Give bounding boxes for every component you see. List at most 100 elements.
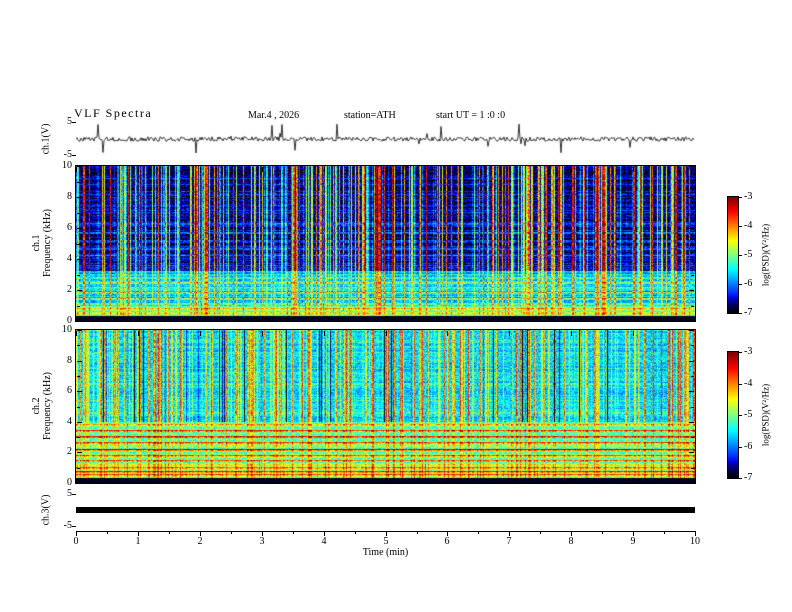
tick-mark xyxy=(509,331,510,336)
tick-mark xyxy=(478,531,479,534)
tick-mark xyxy=(739,415,742,416)
colorbar-tick-label: -7 xyxy=(744,307,753,318)
freq-tick-label: 8 xyxy=(67,191,72,202)
colorbar-tick-label: -4 xyxy=(744,378,753,389)
figure-station: station=ATH xyxy=(344,110,396,121)
tick-mark xyxy=(77,290,82,291)
tick-mark xyxy=(138,316,139,321)
tick-mark xyxy=(138,478,139,483)
tick-mark xyxy=(691,213,694,214)
tick-mark xyxy=(72,122,76,123)
ch1-frequency-label: Frequency (kHz) xyxy=(42,208,53,278)
tick-mark xyxy=(689,290,694,291)
tick-mark xyxy=(76,531,695,532)
tick-mark xyxy=(571,478,572,483)
tick-mark xyxy=(689,422,694,423)
tick-mark xyxy=(169,531,170,534)
tick-mark xyxy=(72,155,76,156)
tick-mark xyxy=(138,331,139,336)
tick-mark xyxy=(689,197,694,198)
tick-mark xyxy=(509,167,510,172)
ch1-wave-y-tick-label: 5 xyxy=(67,116,72,127)
figure-start-ut: start UT = 1 :0 :0 xyxy=(436,110,506,121)
tick-mark xyxy=(633,531,634,536)
x-tick-label: 1 xyxy=(135,536,141,547)
tick-mark xyxy=(417,531,418,534)
tick-mark xyxy=(739,478,742,479)
tick-mark xyxy=(695,316,696,321)
tick-mark xyxy=(324,478,325,483)
tick-mark xyxy=(691,182,694,183)
tick-mark xyxy=(633,316,634,321)
freq-tick-label: 4 xyxy=(67,416,72,427)
tick-mark xyxy=(76,167,77,172)
tick-mark xyxy=(386,331,387,336)
figure-title: VLF Spectra xyxy=(74,106,153,120)
ch2-colorbar xyxy=(727,351,739,479)
x-tick-label: 3 xyxy=(259,536,265,547)
tick-mark xyxy=(689,321,694,322)
tick-mark xyxy=(695,478,696,483)
tick-mark xyxy=(571,316,572,321)
tick-mark xyxy=(77,483,82,484)
ch1-waveform-canvas xyxy=(76,122,695,156)
tick-mark xyxy=(739,197,742,198)
ch2-frequency-label: Frequency (kHz) xyxy=(42,371,53,441)
tick-mark xyxy=(633,478,634,483)
tick-mark xyxy=(77,275,80,276)
tick-mark xyxy=(293,531,294,534)
tick-mark xyxy=(386,531,387,536)
tick-mark xyxy=(739,255,742,256)
tick-mark xyxy=(739,384,742,385)
tick-mark xyxy=(76,316,77,321)
ch1-colorbar xyxy=(727,196,739,314)
tick-mark xyxy=(739,284,742,285)
tick-mark xyxy=(200,531,201,536)
tick-mark xyxy=(739,447,742,448)
tick-mark xyxy=(571,531,572,536)
tick-mark xyxy=(200,331,201,336)
tick-mark xyxy=(77,182,80,183)
ch2-colorbar-gradient xyxy=(728,352,738,478)
tick-mark xyxy=(689,330,694,331)
tick-mark xyxy=(77,452,82,453)
x-axis-title: Time (min) xyxy=(362,547,409,558)
ch2-channel-label: ch.2 xyxy=(31,397,42,415)
tick-mark xyxy=(689,166,694,167)
tick-mark xyxy=(77,468,80,469)
tick-mark xyxy=(324,331,325,336)
tick-mark xyxy=(691,376,694,377)
tick-mark xyxy=(76,331,77,336)
freq-tick-label: 2 xyxy=(67,446,72,457)
tick-mark xyxy=(447,316,448,321)
tick-mark xyxy=(262,331,263,336)
tick-mark xyxy=(262,316,263,321)
tick-mark xyxy=(107,531,108,534)
tick-mark xyxy=(138,167,139,172)
colorbar-tick-label: -7 xyxy=(744,472,753,483)
ch1-wave-y-tick-label: -5 xyxy=(63,149,72,160)
figure-date: Mar.4 , 2026 xyxy=(248,110,300,121)
tick-mark xyxy=(77,437,80,438)
tick-mark xyxy=(739,313,742,314)
tick-mark xyxy=(77,376,80,377)
tick-mark xyxy=(739,226,742,227)
tick-mark xyxy=(695,531,696,536)
ch1-channel-label: ch.1 xyxy=(31,234,42,252)
tick-mark xyxy=(77,345,80,346)
x-tick-label: 2 xyxy=(197,536,203,547)
tick-mark xyxy=(77,228,82,229)
tick-mark xyxy=(77,321,82,322)
ch2-spectrogram-canvas xyxy=(76,330,695,483)
tick-mark xyxy=(509,316,510,321)
tick-mark xyxy=(691,244,694,245)
tick-mark xyxy=(262,531,263,536)
tick-mark xyxy=(691,275,694,276)
x-tick-label: 7 xyxy=(506,536,512,547)
tick-mark xyxy=(76,478,77,483)
tick-mark xyxy=(77,197,82,198)
colorbar-tick-label: -6 xyxy=(744,441,753,452)
tick-mark xyxy=(77,407,80,408)
tick-mark xyxy=(739,352,742,353)
